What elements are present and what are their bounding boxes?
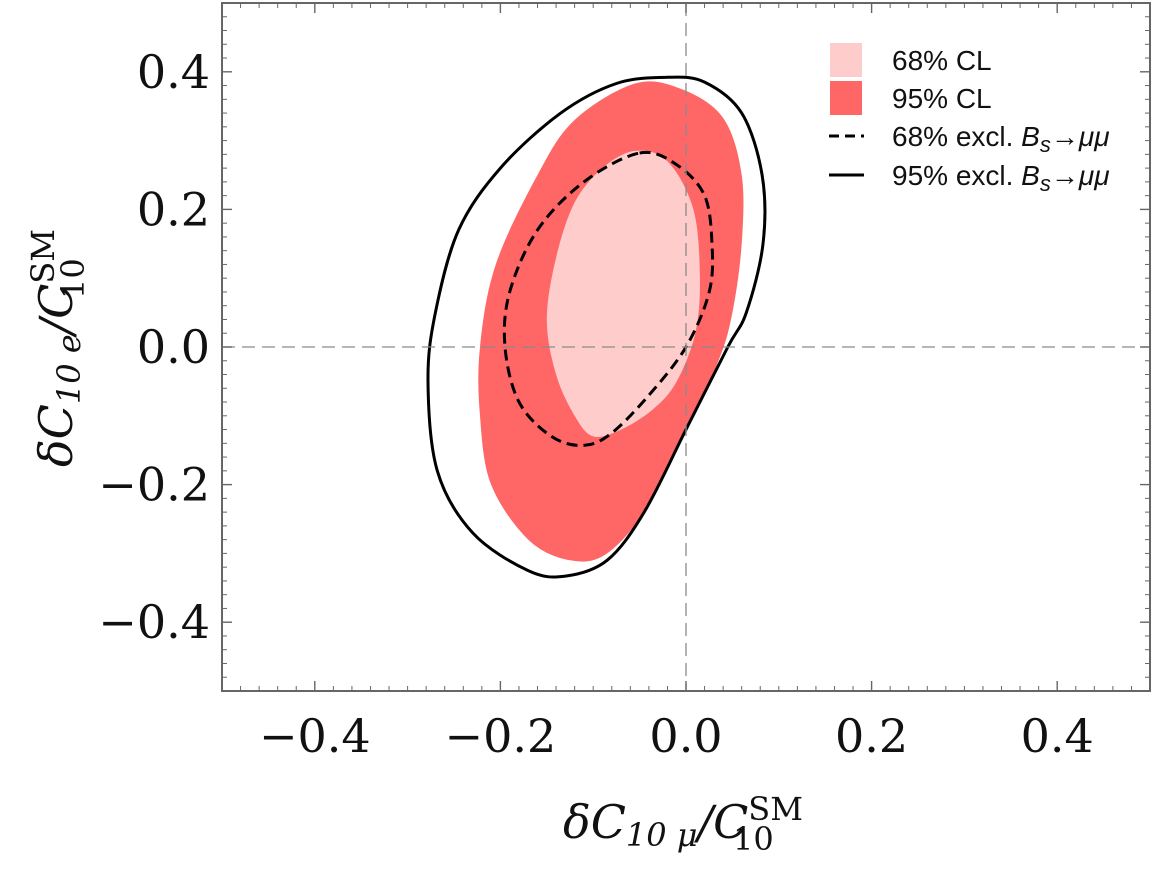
x-axis-title: δC10 μ/CSM 10: [563, 790, 803, 858]
legend-label-68cl: 68% CL: [892, 45, 992, 76]
y-axis-title-group: δC10 e/CSM10: [24, 229, 92, 467]
y-axis-title: δC10 e/CSM10: [24, 229, 92, 467]
x-tick-label: 0.2: [835, 709, 908, 763]
y-tick-label: 0.0: [137, 320, 210, 374]
axis-ticks: [221, 2, 1151, 692]
legend-label-68-excl: 68% excl. Bs→μμ: [892, 121, 1110, 157]
y-tick-label: 0.4: [137, 45, 210, 99]
x-tick-label: 0.4: [1021, 709, 1094, 763]
y-tick-label: 0.2: [137, 182, 210, 236]
x-tick-label: −0.2: [445, 709, 557, 763]
region-68cl: [546, 150, 700, 438]
x-tick-labels: −0.4 −0.2 0.0 0.2 0.4: [259, 709, 1094, 763]
legend: 68% CL 95% CL 68% excl. Bs→μμ 95% excl. …: [829, 43, 1110, 196]
legend-label-95cl: 95% CL: [892, 83, 992, 114]
legend-marks: [829, 43, 864, 177]
y-tick-label: −0.2: [98, 458, 210, 512]
x-tick-label: −0.4: [259, 709, 371, 763]
contour-68-excl-bs-mumu: [502, 150, 715, 447]
reference-lines: [222, 3, 1150, 691]
x-tick-label: 0.0: [649, 709, 722, 763]
y-tick-label: −0.4: [98, 595, 210, 649]
contour-95-excl-bs-mumu: [426, 75, 767, 579]
legend-swatch: [830, 43, 862, 77]
contour-regions: [426, 75, 767, 579]
legend-swatch: [830, 81, 862, 115]
legend-label-95-excl: 95% excl. Bs→μμ: [892, 160, 1110, 196]
y-tick-labels: −0.4 −0.2 0.0 0.2 0.4: [98, 45, 210, 649]
